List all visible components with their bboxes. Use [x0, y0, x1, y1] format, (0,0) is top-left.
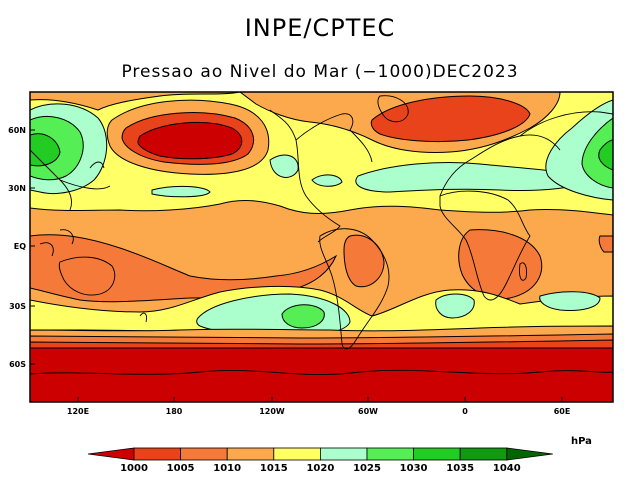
lat-label-60n: 60N: [8, 126, 26, 135]
lat-label-30n: 30N: [8, 184, 26, 193]
colorbar-label-1020: 1020: [306, 463, 334, 474]
lat-label-eq: EQ: [14, 242, 26, 251]
colorbar-label-1040: 1040: [493, 463, 521, 474]
lon-label-60e: 60E: [554, 407, 571, 416]
colorbar-label-1000: 1000: [120, 463, 148, 474]
lon-label-120e: 120E: [67, 407, 89, 416]
band-1020-1025-south-atlantic: [435, 293, 475, 319]
colorbar-swatch-1025: [366, 447, 414, 461]
lat-axis: 60N 30N EQ 30S 60S: [8, 126, 35, 369]
band-1010-1015-arctic: [30, 92, 241, 111]
colorbar-label-1030: 1030: [400, 463, 428, 474]
map-frame: [29, 91, 614, 403]
lon-axis: 120E 180 120W 60W 0 60E: [67, 397, 570, 416]
colorbar-arrow-low: [87, 447, 135, 461]
band-1025-1030-south-pacific: [281, 304, 325, 329]
band-1025-1030-siberia-east: [581, 117, 613, 189]
colorbar-label-1035: 1035: [446, 463, 474, 474]
coastlines: [30, 95, 613, 375]
colorbar-swatch-1020: [319, 447, 368, 461]
colorbar-swatch-1010: [226, 447, 275, 461]
band-1020-1025-pacific: [151, 185, 211, 198]
band-1020-1025-na2: [311, 174, 343, 187]
colorbar-arrow-high: [506, 447, 553, 461]
chart-subtitle: Pressao ao Nivel do Mar (−1000)DEC2023: [121, 62, 519, 82]
band-1005-1010-arabia: [598, 235, 613, 253]
chart-title: INPE/CPTEC: [244, 14, 396, 42]
colorbar-label-1015: 1015: [260, 463, 288, 474]
lat-label-30s: 30S: [9, 302, 26, 311]
colorbar-swatch-1015: [273, 447, 321, 461]
colorbar-label-1010: 1010: [213, 463, 241, 474]
lon-label-60w: 60W: [358, 407, 378, 416]
lon-label-180: 180: [166, 407, 183, 416]
band-1020-1025-south-indian: [539, 291, 601, 311]
band-1000-1005-aleutian: [137, 121, 243, 160]
colorbar-unit: hPa: [571, 436, 592, 447]
colorbar-swatch-1030: [413, 447, 461, 461]
pressure-field: [30, 92, 613, 402]
band-1030-1035-siberia-east: [598, 139, 613, 171]
band-1020-1025-na: [269, 154, 299, 178]
band-1005-1010-tropics-africa: [458, 229, 543, 300]
colorbar-label-1005: 1005: [167, 463, 195, 474]
lat-label-60s: 60S: [9, 360, 26, 369]
colorbar-swatch-1035: [459, 447, 508, 461]
colorbar-swatch-1005: [180, 447, 228, 461]
band-1005-1010-iceland: [370, 95, 531, 143]
band-1005-1010-tropics-west: [30, 234, 338, 303]
colorbar: hPa 1000 1005 1010 1015 1020 1025 1030 1035 1040: [87, 436, 592, 474]
lon-label-120w: 120W: [259, 407, 285, 416]
lon-label-0: 0: [462, 407, 468, 416]
band-below-1000-southern: [30, 347, 613, 402]
colorbar-label-1025: 1025: [353, 463, 381, 474]
colorbar-swatch-1000: [133, 447, 181, 461]
